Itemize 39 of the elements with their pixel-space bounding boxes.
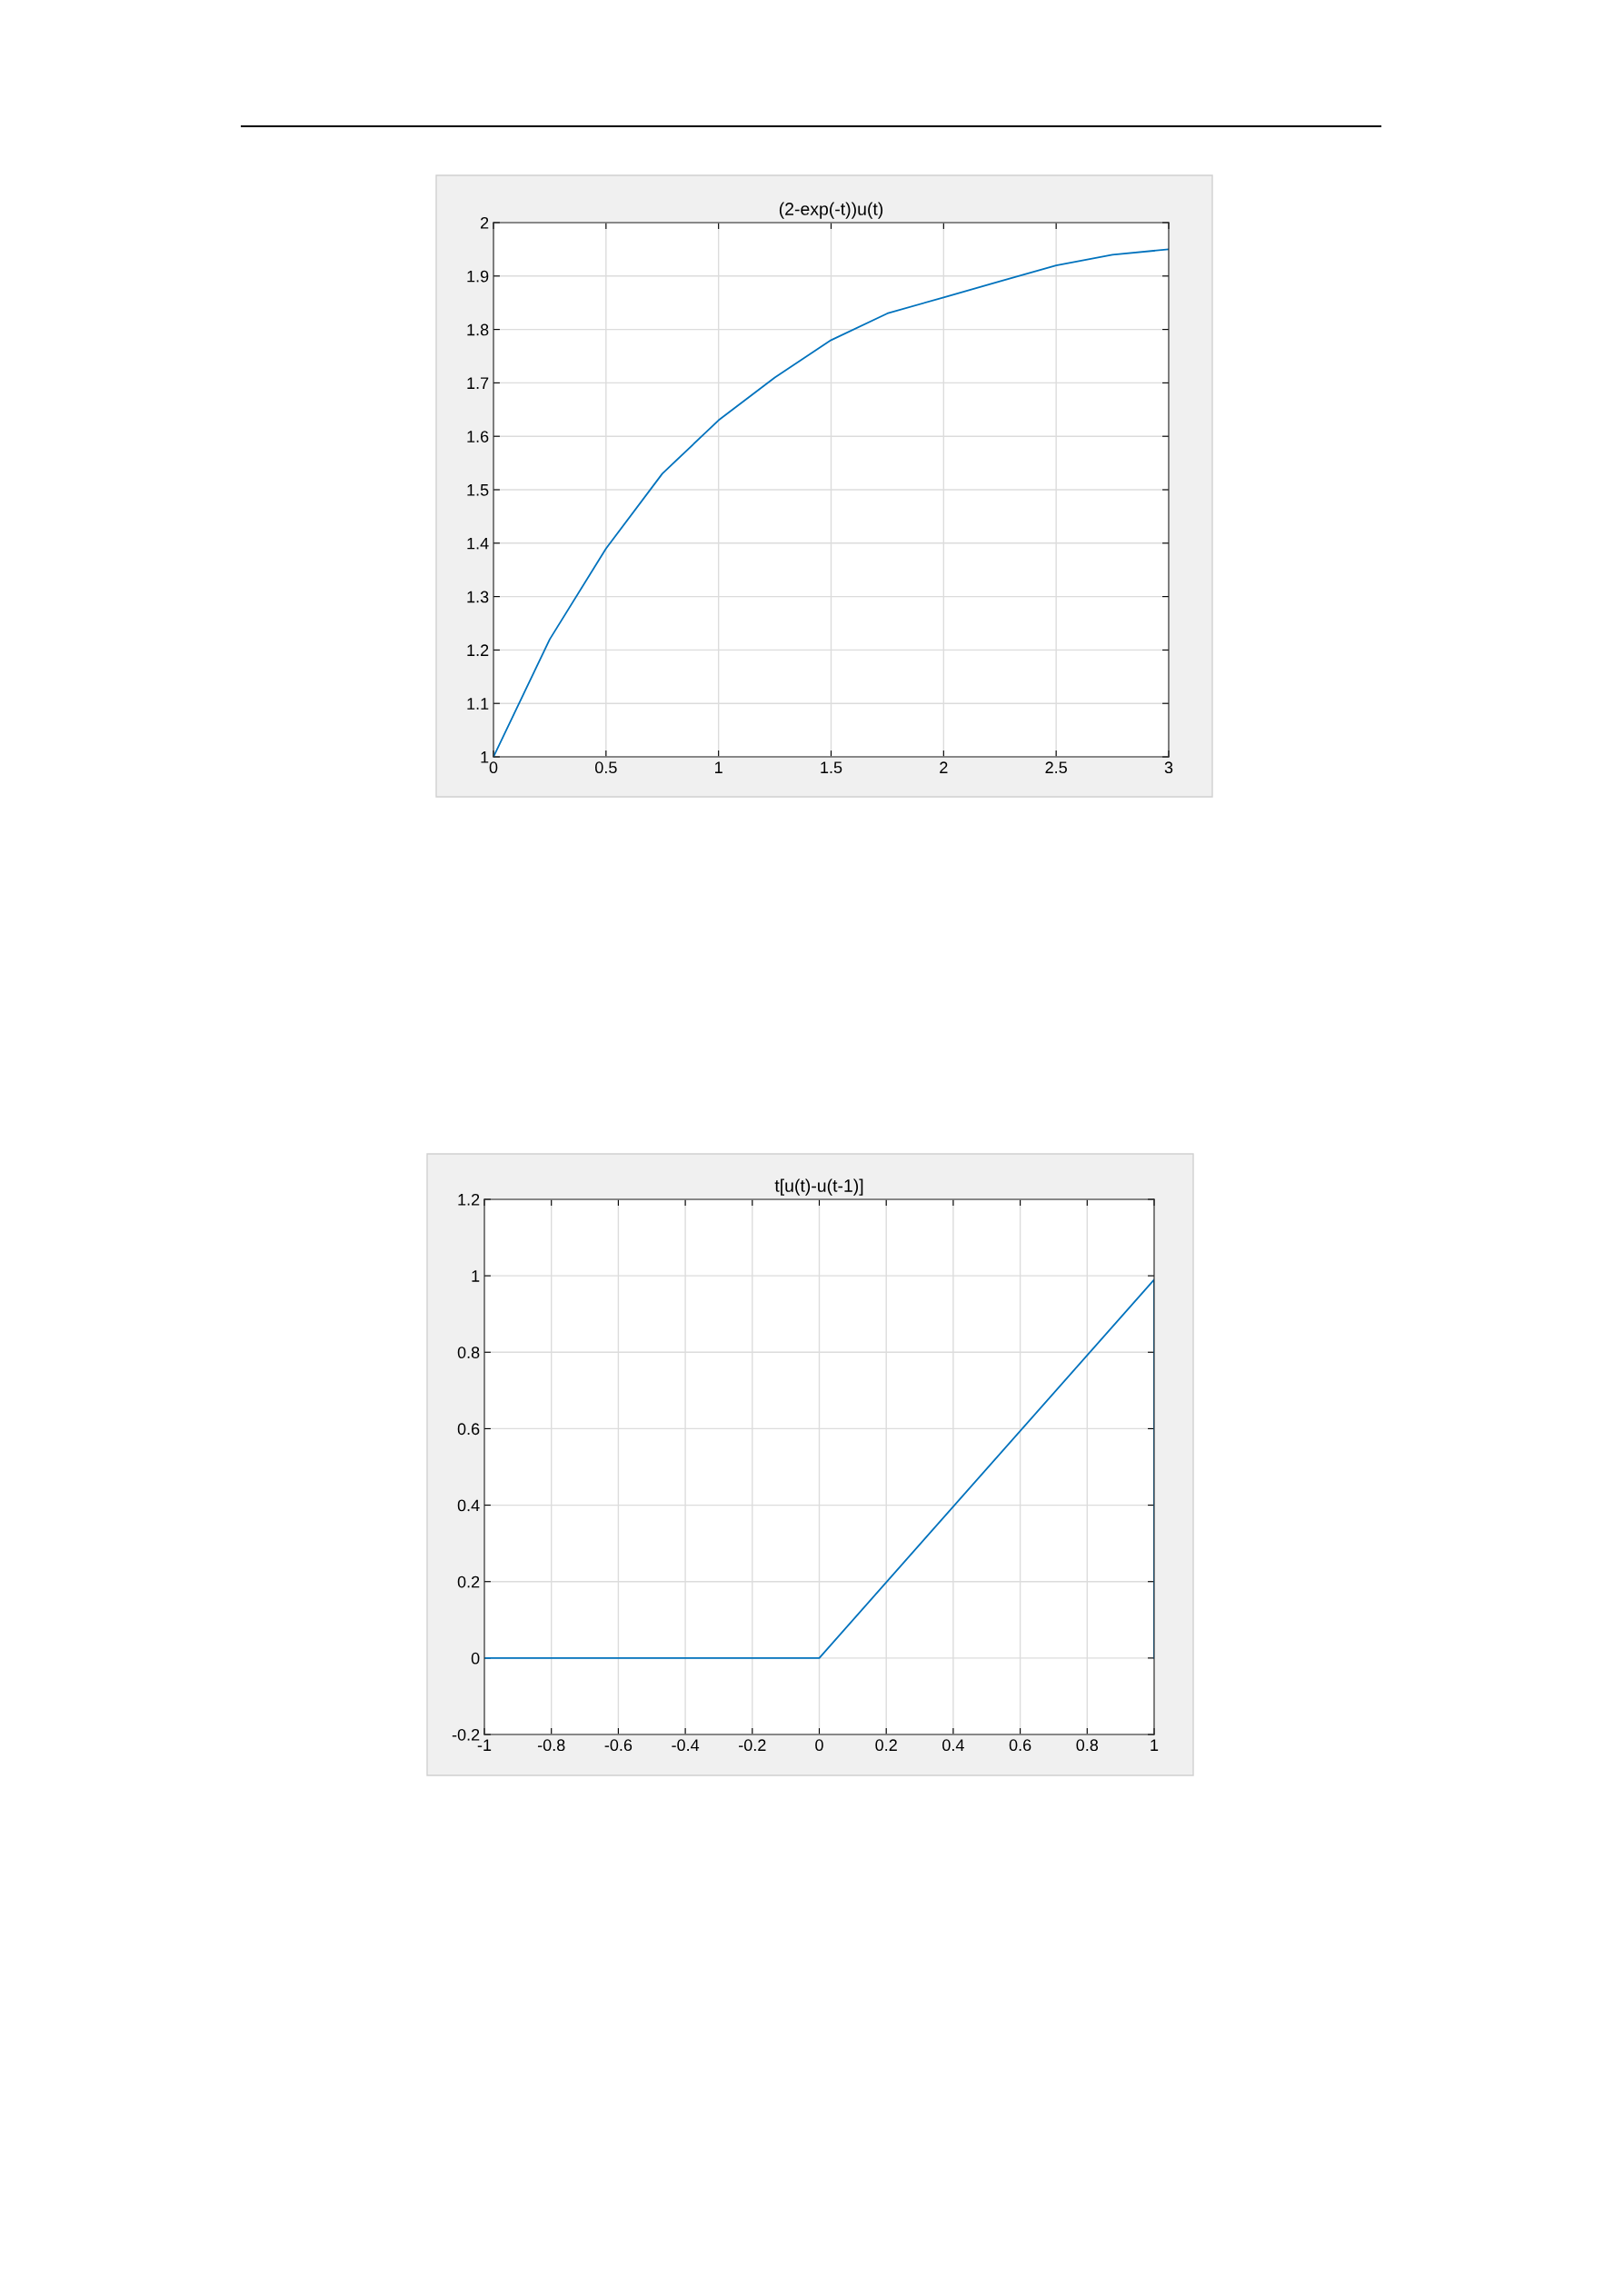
y-tick-label: 1.7 xyxy=(467,377,489,389)
y-tick-label: 0.4 xyxy=(457,1499,480,1512)
x-tick-label: 1 xyxy=(1151,1739,1159,1751)
y-tick-label: 1.2 xyxy=(467,644,489,656)
y-tick-label: 0.6 xyxy=(457,1423,480,1436)
x-tick-label: 0 xyxy=(815,1739,823,1752)
x-tick-label: 3 xyxy=(1164,761,1173,774)
y-tick-label: 1.6 xyxy=(467,431,489,442)
x-tick-label: -0.6 xyxy=(604,1739,633,1752)
x-tick-label: 2 xyxy=(940,761,948,773)
x-tick-label: 1 xyxy=(715,761,722,773)
chart-title: (2-exp(-t))u(t) xyxy=(779,202,883,219)
y-tick-label: 1.5 xyxy=(467,484,489,496)
x-tick-label: -0.4 xyxy=(672,1739,700,1752)
x-tick-label: 0.5 xyxy=(594,761,617,774)
y-tick-label: 1.8 xyxy=(467,323,489,336)
x-tick-label: 0.2 xyxy=(875,1739,897,1752)
x-tick-label: 0 xyxy=(489,761,498,774)
y-tick-label: 0.8 xyxy=(457,1347,480,1359)
x-tick-label: -0.2 xyxy=(739,1739,766,1752)
y-tick-label: 1 xyxy=(472,1270,480,1282)
x-tick-label: -1 xyxy=(477,1739,492,1751)
x-tick-label: 0.8 xyxy=(1076,1739,1099,1752)
y-tick-label: 0 xyxy=(471,1652,480,1665)
y-tick-label: 1.4 xyxy=(467,537,489,550)
y-tick-label: 1.1 xyxy=(467,698,489,710)
y-tick-label: -0.2 xyxy=(452,1728,480,1741)
x-tick-label: 2.5 xyxy=(1045,761,1067,774)
x-tick-label: -0.8 xyxy=(537,1739,565,1752)
y-tick-label: 1.2 xyxy=(458,1193,480,1206)
y-tick-label: 0.2 xyxy=(457,1575,480,1588)
x-tick-label: 0.6 xyxy=(1009,1739,1031,1752)
y-tick-label: 1.9 xyxy=(467,270,489,283)
x-tick-label: 1.5 xyxy=(821,761,842,774)
x-tick-label: 0.4 xyxy=(942,1739,964,1752)
y-tick-label: 1.3 xyxy=(467,591,489,603)
chart-title: t[u(t)-u(t-1)] xyxy=(774,1178,863,1196)
y-tick-label: 2 xyxy=(481,216,489,229)
y-tick-label: 1 xyxy=(481,751,489,763)
